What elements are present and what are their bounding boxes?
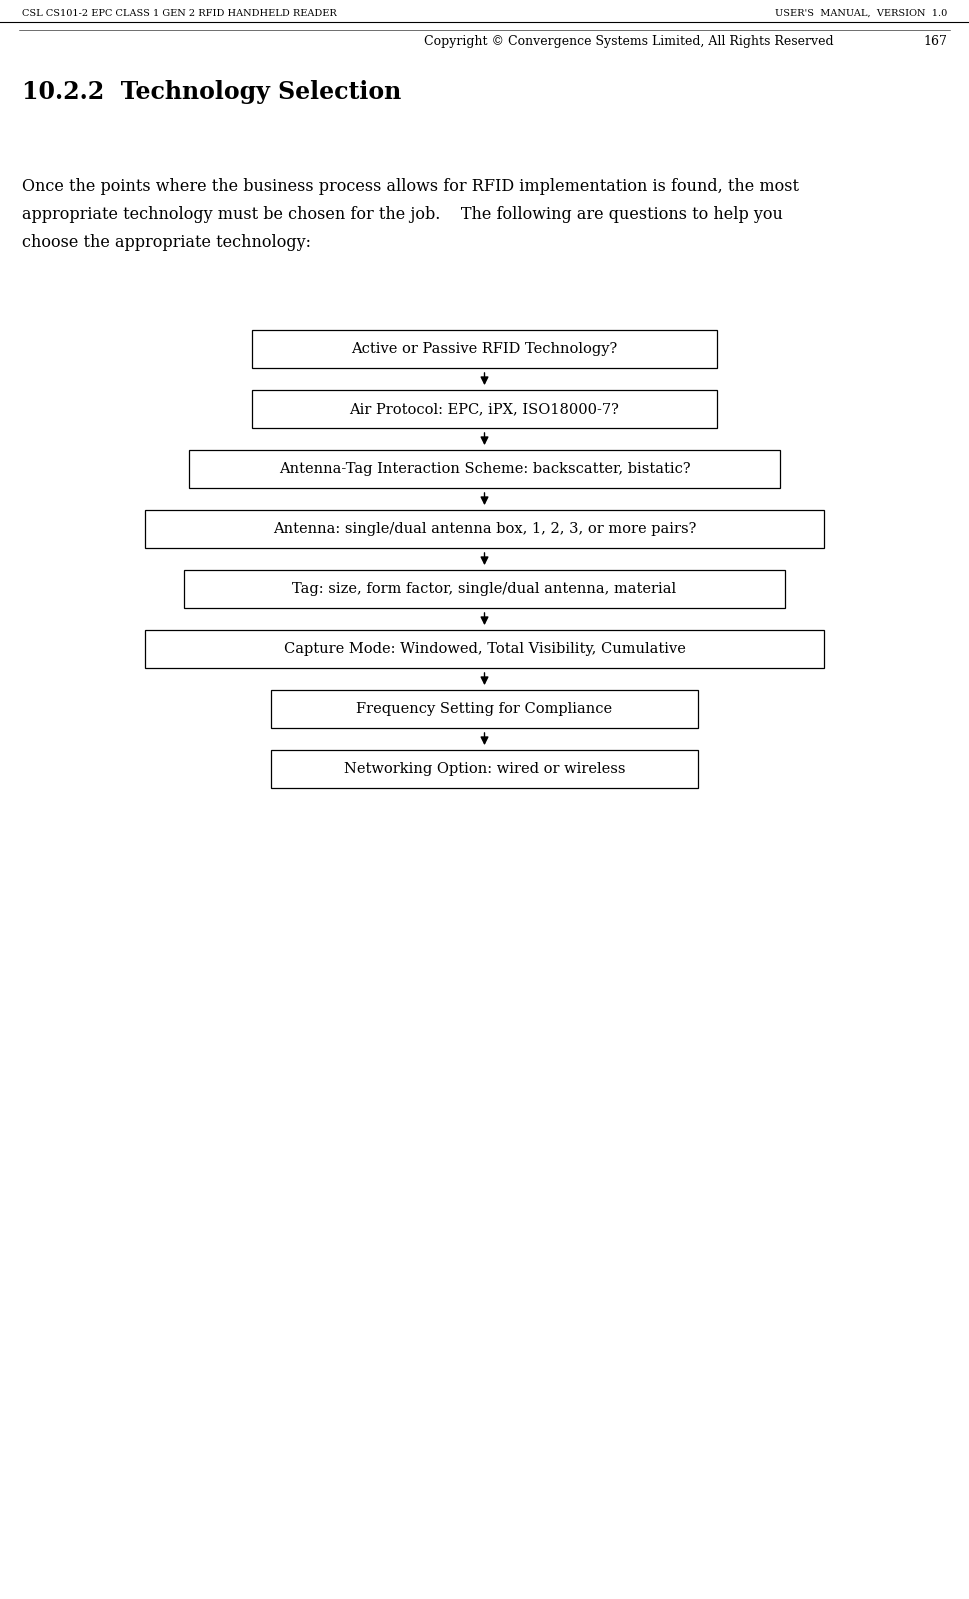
Text: Antenna-Tag Interaction Scheme: backscatter, bistatic?: Antenna-Tag Interaction Scheme: backscat…	[279, 462, 690, 477]
Text: Copyright © Convergence Systems Limited, All Rights Reserved: Copyright © Convergence Systems Limited,…	[424, 35, 834, 48]
Text: choose the appropriate technology:: choose the appropriate technology:	[22, 233, 311, 251]
Text: Air Protocol: EPC, iPX, ISO18000-7?: Air Protocol: EPC, iPX, ISO18000-7?	[350, 401, 619, 416]
Text: Frequency Setting for Compliance: Frequency Setting for Compliance	[357, 702, 612, 716]
Bar	[189, 449, 780, 488]
Text: USER'S  MANUAL,  VERSION  1.0: USER'S MANUAL, VERSION 1.0	[775, 10, 947, 18]
Text: CSL CS101-2 EPC CLASS 1 GEN 2 RFID HANDHELD READER: CSL CS101-2 EPC CLASS 1 GEN 2 RFID HANDH…	[22, 10, 337, 18]
Bar	[145, 630, 824, 668]
Bar	[271, 750, 698, 788]
Bar	[252, 390, 717, 429]
Bar	[184, 569, 785, 608]
Bar	[271, 691, 698, 728]
Text: Active or Passive RFID Technology?: Active or Passive RFID Technology?	[352, 342, 617, 357]
Text: Once the points where the business process allows for RFID implementation is fou: Once the points where the business proce…	[22, 177, 799, 195]
Text: Tag: size, form factor, single/dual antenna, material: Tag: size, form factor, single/dual ante…	[293, 582, 676, 596]
Text: 10.2.2  Technology Selection: 10.2.2 Technology Selection	[22, 80, 401, 104]
Text: Capture Mode: Windowed, Total Visibility, Cumulative: Capture Mode: Windowed, Total Visibility…	[284, 643, 685, 656]
Text: appropriate technology must be chosen for the job.    The following are question: appropriate technology must be chosen fo…	[22, 206, 783, 222]
Bar	[252, 329, 717, 368]
Text: Antenna: single/dual antenna box, 1, 2, 3, or more pairs?: Antenna: single/dual antenna box, 1, 2, …	[273, 521, 696, 536]
Text: 167: 167	[923, 35, 947, 48]
Bar	[145, 510, 824, 548]
Text: Networking Option: wired or wireless: Networking Option: wired or wireless	[344, 763, 625, 776]
